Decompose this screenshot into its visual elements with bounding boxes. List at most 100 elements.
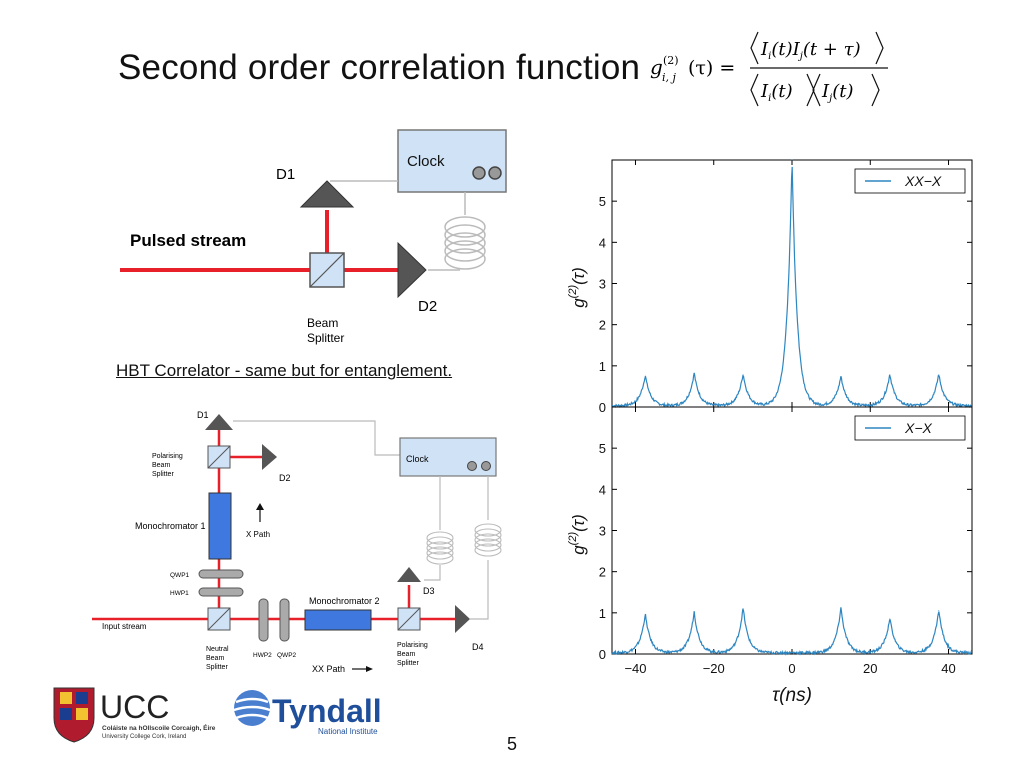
legend-box	[854, 415, 966, 441]
y-tick-label: 2	[599, 565, 606, 580]
fiber-coil-icon	[474, 523, 502, 557]
legend-label: XX−X	[904, 173, 942, 189]
x-axis-label: τ(ns)	[772, 685, 812, 706]
y-tick-label: 4	[599, 235, 606, 250]
fiber-coil-icon	[426, 531, 454, 565]
input-stream-label: Input stream	[102, 622, 147, 631]
y-tick-label: 2	[599, 318, 606, 333]
peak-point	[644, 375, 646, 377]
xx-path-label: XX Path	[312, 664, 345, 674]
peak-point	[938, 374, 940, 376]
clock-label: Clock	[406, 454, 429, 464]
qwp1-label: QWP1	[170, 572, 190, 579]
g2-chart-figure: 0 1 2 3 4 5 XX−X g(2)(τ) 0 1 2 3 4 5 −40 −20 0 20 40 X−X g(…	[567, 159, 973, 706]
clock-knob-icon	[481, 461, 491, 471]
clock-knob-icon	[472, 166, 486, 180]
arrow-up-icon	[256, 503, 264, 510]
clock-knob-icon	[488, 166, 502, 180]
plot-frame	[611, 159, 973, 408]
g2-trace	[611, 166, 973, 409]
detector-d2-icon	[262, 444, 277, 470]
entanglement-diagram: D1 Clock Polarising Beam Splitter D2 Mon…	[92, 410, 502, 674]
beam-splitter-label-1: Beam	[307, 316, 338, 330]
clock-knob-icon	[467, 461, 477, 471]
nbs-label-2: Beam	[206, 655, 224, 662]
hwp1-label: HWP1	[170, 590, 189, 597]
detector-d4-icon	[455, 605, 470, 633]
detector-d1-icon	[205, 414, 233, 430]
legend-label: X−X	[904, 420, 933, 436]
clock-box	[397, 129, 507, 193]
d2-label: D2	[279, 473, 291, 483]
x-tick-label: −20	[703, 661, 725, 676]
d2-label: D2	[418, 298, 437, 315]
detector-d2-icon	[397, 241, 427, 299]
peak-point	[742, 608, 744, 610]
y-tick-label: 5	[599, 441, 606, 456]
beam-splitter-label-2: Splitter	[307, 331, 344, 345]
y-tick-label: 1	[599, 359, 606, 374]
logos: UCC Coláiste na hOllscoile Corcaigh, Éir…	[53, 687, 382, 743]
hwp1-plate	[198, 587, 244, 597]
pbs1-label-2: Beam	[152, 462, 170, 469]
pbs1-label-3: Splitter	[152, 471, 174, 478]
x-tick-label: −40	[624, 661, 646, 676]
clock-label: Clock	[407, 153, 445, 170]
formula-lhs: g	[650, 55, 663, 79]
y-tick-label: 3	[599, 277, 606, 292]
y-tick-label: 0	[599, 647, 606, 662]
peak-point	[693, 373, 695, 375]
ucc-crest-icon	[53, 687, 95, 743]
d4-label: D4	[472, 642, 484, 652]
tyndall-name: Tyndall	[272, 693, 382, 729]
detector-d3-icon	[397, 567, 421, 582]
slide-title: Second order correlation function	[118, 48, 641, 87]
clock-box	[399, 437, 497, 477]
ucc-line1: Coláiste na hOllscoile Corcaigh, Éire	[102, 723, 216, 732]
chart-xx-x: 0 1 2 3 4 5 XX−X g(2)(τ)	[567, 159, 973, 415]
tyndall-globe-icon	[233, 690, 271, 726]
d3-label: D3	[423, 586, 435, 596]
ucc-line2: University College Cork, Ireland	[102, 734, 186, 740]
peak-point	[840, 608, 842, 610]
peak-point	[889, 618, 891, 620]
x-path-label: X Path	[246, 530, 270, 539]
formula-numerator: Ii(t)Ij(t + τ)	[760, 39, 861, 62]
y-tick-label: 3	[599, 524, 606, 539]
peak-point	[791, 159, 793, 161]
pulsed-stream-label: Pulsed stream	[130, 231, 246, 250]
mono2-label: Monochromator 2	[309, 596, 380, 606]
formula-denominator: Ii(t)	[760, 81, 793, 104]
pbs2-label-1: Polarising	[397, 642, 428, 649]
hwp2-plate	[258, 598, 269, 642]
detector-d1-icon	[299, 180, 355, 208]
plot-frame	[611, 406, 973, 655]
page-number: 5	[506, 734, 517, 754]
formula-lhs-sub: i, j	[662, 71, 677, 84]
hbt-diagram: Clock D1 D2 Pulsed stream Beam Splitter	[120, 129, 507, 345]
peak-point	[742, 374, 744, 376]
qwp1-plate	[198, 569, 244, 579]
y-tick-label: 4	[599, 482, 606, 497]
nbs-label-3: Splitter	[206, 664, 228, 671]
peak-point	[693, 612, 695, 614]
y-axis-label: g(2)(τ)	[567, 267, 588, 308]
pbs2-label-2: Beam	[397, 651, 415, 658]
qwp2-plate	[279, 598, 290, 642]
d1-label: D1	[276, 166, 295, 183]
d1-label: D1	[197, 410, 209, 420]
x-tick-label: 20	[863, 661, 877, 676]
hwp2-label: HWP2	[253, 652, 272, 659]
x-tick-label: 0	[788, 661, 795, 676]
formula-lhs-arg: (τ) =	[688, 57, 735, 79]
monochromator-1	[208, 492, 232, 560]
hbt-caption: HBT Correlator - same but for entangleme…	[116, 361, 453, 380]
tyndall-sub: National Institute	[318, 727, 378, 736]
y-axis-label: g(2)(τ)	[567, 514, 588, 555]
chart-x-x: 0 1 2 3 4 5 −40 −20 0 20 40 X−X g(2)(τ) τ(ns)	[567, 406, 973, 706]
peak-point	[938, 610, 940, 612]
peak-point	[840, 376, 842, 378]
arrow-right-icon	[366, 666, 373, 672]
peak-point	[644, 614, 646, 616]
x-tick-label: 40	[941, 661, 955, 676]
